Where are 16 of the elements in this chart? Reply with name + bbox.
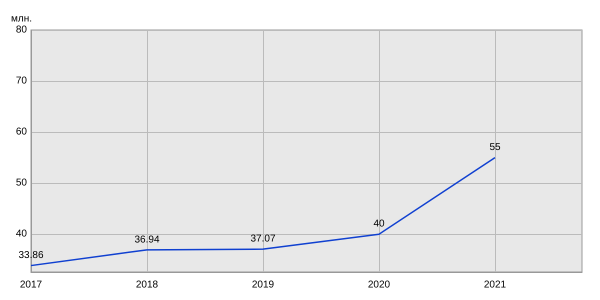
data-label: 55 (489, 142, 501, 154)
y-tick-label: 50 (16, 178, 28, 189)
x-tick-label: 2017 (20, 280, 43, 290)
y-tick-label: 70 (16, 76, 28, 87)
y-axis-title: млн. (11, 14, 32, 24)
data-label: 40 (373, 218, 385, 230)
data-label: 36.94 (134, 234, 160, 246)
data-label: 37.07 (250, 234, 276, 245)
x-tick-label: 2021 (484, 280, 507, 290)
x-tick-label: 2018 (136, 280, 159, 290)
y-tick-label: 80 (16, 24, 28, 36)
x-tick-label: 2020 (368, 280, 391, 290)
x-tick-label: 2019 (252, 280, 275, 290)
y-tick-label: 60 (16, 126, 28, 138)
data-label: 33.86 (18, 250, 44, 262)
y-tick-label: 40 (16, 228, 28, 240)
